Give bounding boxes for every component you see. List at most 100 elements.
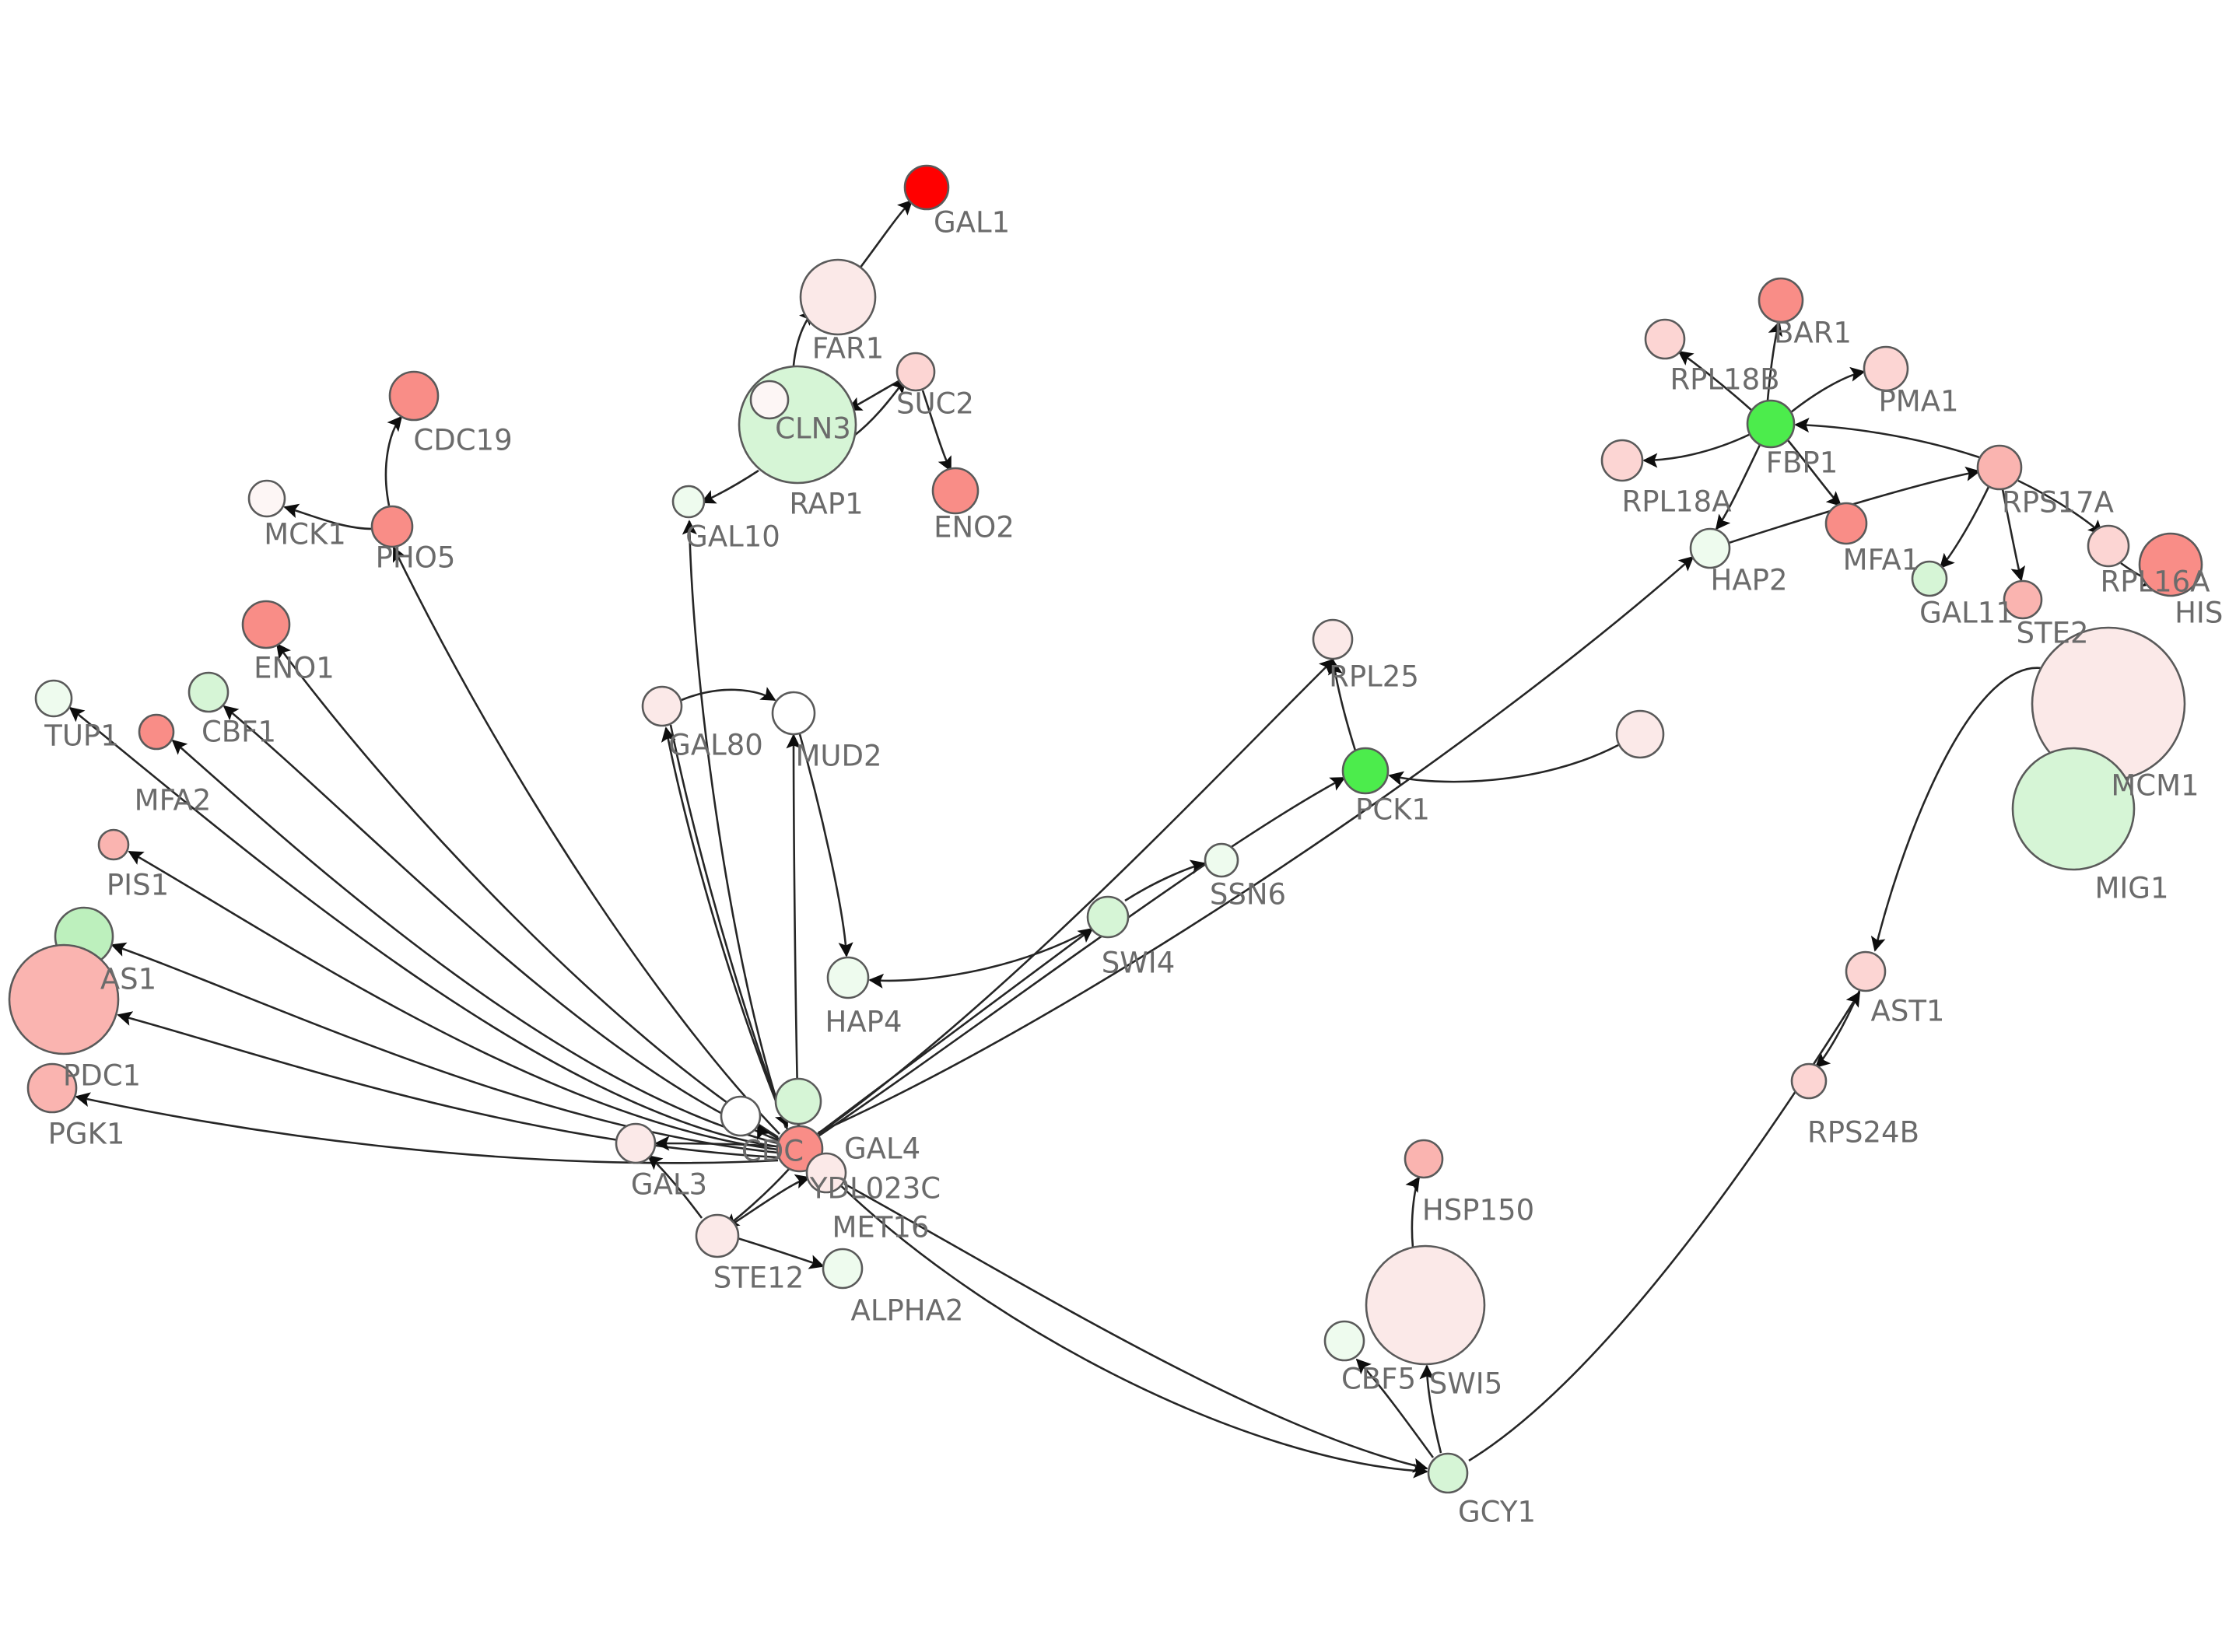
- node-label: PMA1: [1878, 385, 1958, 418]
- graph-node[interactable]: [2138, 532, 2203, 597]
- graph-node[interactable]: [771, 691, 816, 736]
- edge: [818, 658, 1335, 1136]
- edge: [1715, 444, 1761, 530]
- graph-node[interactable]: [720, 1095, 762, 1137]
- graph-node[interactable]: [774, 1077, 822, 1125]
- graph-node[interactable]: [1824, 502, 1868, 545]
- graph-node[interactable]: [1863, 345, 1909, 392]
- node-label: MCM1: [2111, 769, 2199, 803]
- node-label: MET16: [832, 1211, 930, 1244]
- edge: [647, 1154, 703, 1219]
- edge: [223, 705, 779, 1142]
- node-label: MFA1: [1843, 544, 1920, 577]
- graph-node[interactable]: [1790, 1062, 1828, 1100]
- graph-node[interactable]: [749, 380, 790, 420]
- node-label: AS1: [100, 963, 156, 996]
- graph-node[interactable]: [695, 1213, 740, 1258]
- graph-node[interactable]: [1845, 950, 1887, 992]
- graph-node[interactable]: [1341, 747, 1390, 795]
- node-label: PGK1: [48, 1118, 125, 1151]
- graph-node[interactable]: [641, 685, 683, 727]
- graph-node[interactable]: [2003, 579, 2043, 620]
- node-label: YDL023C: [809, 1172, 941, 1206]
- node-label: RPL18B: [1670, 363, 1779, 397]
- edge: [843, 1182, 1428, 1473]
- graph-node[interactable]: [1976, 444, 2023, 491]
- graph-node[interactable]: [671, 485, 706, 519]
- graph-node[interactable]: [1323, 1320, 1365, 1362]
- labels-layer: GAL1 FAR1 SUC2 ENO2 CLN3 RAP1 GAL10 CDC19 MCK1 PH…: [44, 206, 2222, 1529]
- edge: [1766, 320, 1782, 401]
- graph-node[interactable]: [895, 352, 936, 392]
- node-label: PDC1: [63, 1059, 141, 1093]
- graph-node[interactable]: [1615, 709, 1665, 759]
- graph-node[interactable]: [822, 1248, 864, 1290]
- graph-node[interactable]: [1746, 399, 1796, 449]
- graph-node[interactable]: [1644, 318, 1686, 360]
- graph-node[interactable]: [26, 1062, 78, 1114]
- node-label: MIG1: [2094, 872, 2168, 905]
- edge: [275, 642, 779, 1139]
- graph-node[interactable]: [1404, 1139, 1444, 1179]
- edge: [724, 1167, 790, 1229]
- graph-node[interactable]: [8, 943, 120, 1055]
- graph-node[interactable]: [241, 600, 291, 649]
- graph-node[interactable]: [97, 828, 130, 861]
- edge: [1468, 991, 1861, 1462]
- graph-node[interactable]: [138, 713, 175, 751]
- edge: [1870, 667, 2047, 952]
- graph-node[interactable]: [2011, 747, 2136, 871]
- node-label: MFA2: [135, 784, 212, 817]
- graph-node[interactable]: [805, 1152, 847, 1194]
- node-label: GAL1: [934, 206, 1010, 240]
- graph-node[interactable]: [188, 671, 230, 713]
- node-label: RPS24B: [1807, 1116, 1919, 1150]
- edge: [1786, 439, 1842, 507]
- node-label: AST1: [1871, 995, 1945, 1028]
- node-label: GAL4: [844, 1132, 920, 1166]
- node-label: FAR1: [812, 332, 884, 366]
- graph-node[interactable]: [388, 370, 440, 422]
- graph-node[interactable]: [1758, 277, 1804, 324]
- edge: [1327, 660, 1357, 751]
- edge: [1355, 1358, 1435, 1458]
- node-label: SWI5: [1429, 1367, 1503, 1401]
- edge: [669, 724, 789, 1128]
- graph-node[interactable]: [826, 956, 870, 999]
- graph-node[interactable]: [1365, 1244, 1486, 1366]
- graph-node[interactable]: [1204, 842, 1239, 878]
- node-label: RPL25: [1329, 660, 1419, 694]
- graph-node[interactable]: [1689, 527, 1731, 569]
- graph-node[interactable]: [1427, 1452, 1469, 1494]
- node-label: STE12: [713, 1262, 804, 1295]
- edge: [384, 415, 403, 506]
- graph-node[interactable]: [1312, 618, 1354, 660]
- edge: [128, 850, 779, 1151]
- graph-node[interactable]: [34, 679, 73, 718]
- edge: [858, 199, 913, 269]
- edge: [1124, 859, 1206, 902]
- graph-node[interactable]: [1600, 439, 1644, 482]
- graph-node[interactable]: [1086, 895, 1130, 939]
- node-label: FBP1: [1766, 446, 1838, 480]
- graph-node[interactable]: [247, 479, 286, 518]
- node-label: TUP1: [44, 719, 119, 753]
- edge: [1677, 350, 1753, 411]
- edge: [868, 929, 1090, 989]
- edge: [798, 733, 853, 957]
- graph-node[interactable]: [2087, 524, 2130, 568]
- graph-node[interactable]: [370, 505, 414, 548]
- graph-node[interactable]: [615, 1122, 657, 1164]
- graph-node[interactable]: [903, 164, 950, 211]
- edge: [700, 469, 759, 504]
- edge: [816, 776, 1346, 1139]
- edge: [661, 726, 789, 1130]
- graph-node[interactable]: [931, 467, 980, 515]
- edge: [1728, 466, 1981, 544]
- graph-node[interactable]: [799, 258, 877, 336]
- edge: [734, 1174, 811, 1224]
- graph-node[interactable]: [1911, 560, 1948, 597]
- node-label: ENO2: [934, 511, 1015, 544]
